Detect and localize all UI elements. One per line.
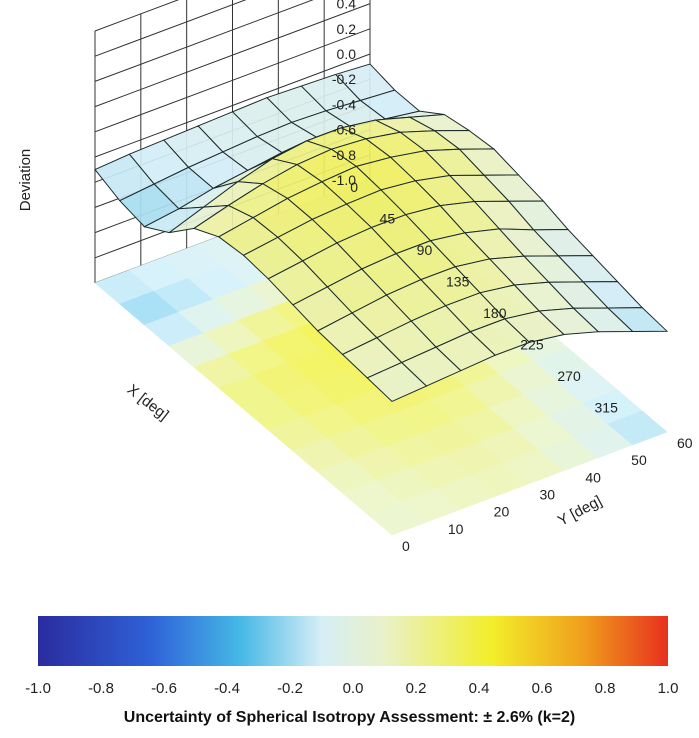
x-tick-label: 315 [595, 400, 619, 416]
colorbar-tick-label: -0.2 [277, 680, 303, 697]
y-tick-label: 10 [448, 521, 464, 537]
y-tick-label: 30 [540, 487, 556, 503]
caption: Uncertainty of Spherical Isotropy Assess… [123, 709, 576, 726]
y-tick-label: 50 [631, 452, 647, 468]
x-axis-label: X [deg] [124, 381, 172, 424]
surface-cell [366, 361, 428, 403]
z-tick-label: -1.0 [332, 172, 356, 188]
colorbar-ticks: -1.0 -0.8 -0.6 -0.4 -0.2 0.0 0.2 0.4 0.6 0.8 1.0 [25, 680, 678, 697]
y-axis-label: Y [deg] [555, 492, 605, 529]
x-tick-label: 225 [520, 337, 544, 353]
z-tick-label: -0.8 [332, 147, 356, 163]
z-axis-label: Deviation [17, 149, 34, 212]
z-tick-label: -0.6 [332, 122, 356, 138]
z-tick-label: 0.2 [337, 21, 357, 37]
x-tick-label: 135 [446, 274, 470, 290]
x-tick-label: 0 [350, 179, 358, 195]
z-tick-label: -0.2 [332, 71, 356, 87]
z-tick-label: 0.0 [337, 46, 357, 62]
z-tick-label: 0.4 [337, 0, 357, 12]
y-tick-label: 60 [677, 435, 693, 451]
colorbar-tick-label: 0.4 [469, 680, 490, 697]
colorbar-tick-label: 0.8 [595, 680, 616, 697]
floor-cell [607, 410, 668, 446]
x-tick-label: 270 [557, 368, 581, 384]
y-tick-label: 40 [585, 469, 601, 485]
x-tick-label: 45 [380, 211, 396, 227]
colorbar-tick-label: 0.6 [532, 680, 553, 697]
colorbar-tick-label: -0.6 [151, 680, 177, 697]
colorbar-tick-label: 0.0 [343, 680, 364, 697]
colorbar-tick-label: -0.8 [88, 680, 114, 697]
x-axis-ticks: 0 45 90 135 180 225 270 315 [350, 179, 618, 416]
y-tick-label: 20 [494, 504, 510, 520]
colorbar-tick-label: 1.0 [658, 680, 679, 697]
colorbar-tick-label: -1.0 [25, 680, 51, 697]
z-axis-ticks: 1.00.80.60.40.20.0-0.2-0.4-0.6-0.8-1.0 [332, 0, 356, 188]
x-tick-label: 180 [483, 305, 507, 321]
z-tick-label: -0.4 [332, 96, 356, 112]
x-tick-label: 90 [417, 242, 433, 258]
colorbar-tick-label: 0.2 [406, 680, 427, 697]
colorbar [38, 616, 668, 666]
y-tick-label: 0 [402, 538, 410, 554]
y-axis-ticks: 0 10 20 30 40 50 60 [402, 435, 693, 554]
colorbar-tick-label: -0.4 [214, 680, 240, 697]
surface-plot: 1.0 0.8 0.6 0.4 0.2 0.0 -0.2 -0.4 -0.6 -0.8 -1.0 0… [17, 0, 693, 697]
surface-mesh [94, 63, 669, 403]
